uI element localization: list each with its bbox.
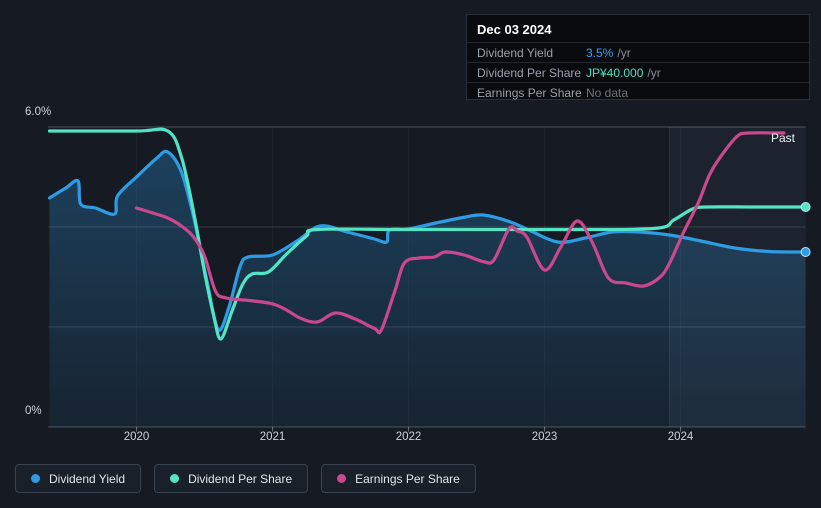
- tooltip-row-dividend-yield: Dividend Yield 3.5% /yr: [467, 42, 809, 62]
- tooltip-date: Dec 03 2024: [467, 15, 809, 42]
- legend-label: Dividend Per Share: [188, 472, 292, 486]
- legend-item-dividend-yield[interactable]: Dividend Yield: [15, 464, 141, 493]
- tooltip-value-suffix: /yr: [647, 66, 660, 80]
- tooltip-label: Dividend Yield: [477, 46, 586, 60]
- tooltip-label: Earnings Per Share: [477, 86, 586, 100]
- x-axis-label-2023: 2023: [532, 431, 558, 443]
- earnings-per-share-dot-icon: [337, 474, 346, 483]
- tooltip-value: JP¥40.000: [586, 66, 643, 80]
- x-axis-label-2022: 2022: [396, 431, 422, 443]
- y-axis-bottom-label: 0%: [25, 405, 42, 417]
- chart-tooltip: Dec 03 2024 Dividend Yield 3.5% /yr Divi…: [466, 14, 810, 100]
- legend-item-earnings-per-share[interactable]: Earnings Per Share: [321, 464, 476, 493]
- tooltip-value: 3.5%: [586, 46, 613, 60]
- chart-legend: Dividend Yield Dividend Per Share Earnin…: [15, 464, 476, 493]
- dividend-yield-dot-icon: [31, 474, 40, 483]
- legend-item-dividend-per-share[interactable]: Dividend Per Share: [154, 464, 308, 493]
- tooltip-row-earnings-per-share: Earnings Per Share No data: [467, 82, 809, 102]
- y-axis-top-label: 6.0%: [25, 106, 51, 118]
- past-era-label: Past: [771, 131, 795, 145]
- tooltip-row-dividend-per-share: Dividend Per Share JP¥40.000 /yr: [467, 62, 809, 82]
- dividend-history-chart-panel: 6.0% 0% 2020 2021 2022 2023 2024 Past Dec 03…: [0, 0, 821, 508]
- x-axis-label-2024: 2024: [668, 431, 694, 443]
- x-axis-label-2020: 2020: [124, 431, 150, 443]
- tooltip-label: Dividend Per Share: [477, 66, 586, 80]
- x-axis-label-2021: 2021: [260, 431, 286, 443]
- legend-label: Dividend Yield: [49, 472, 125, 486]
- legend-label: Earnings Per Share: [355, 472, 460, 486]
- tooltip-value-suffix: /yr: [617, 46, 630, 60]
- tooltip-value: No data: [586, 86, 628, 100]
- dividend-per-share-dot-icon: [170, 474, 179, 483]
